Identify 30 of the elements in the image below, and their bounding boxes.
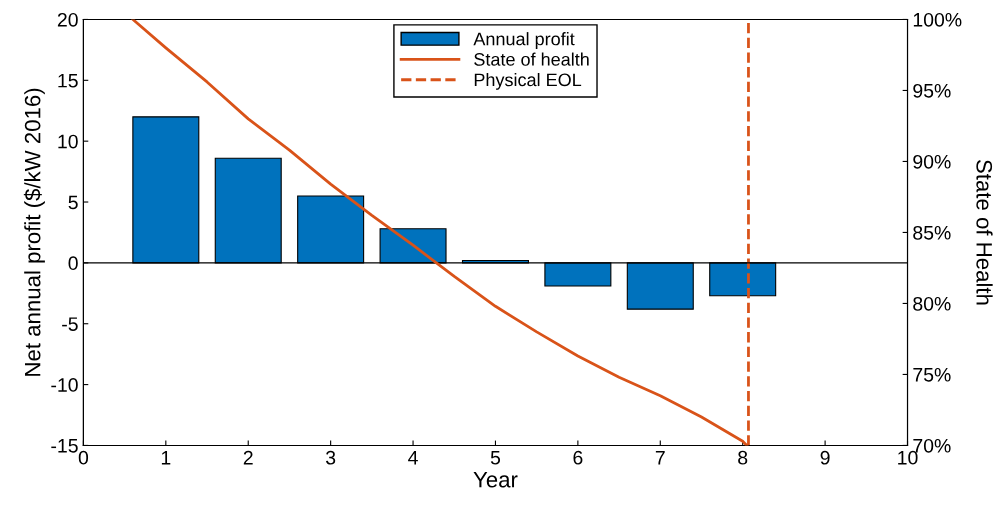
x-tick-label: 7: [655, 451, 665, 465]
y-tick-label: 0: [68, 256, 78, 271]
y-tick-label: 15: [58, 73, 78, 88]
x-tick-label: 2: [243, 450, 253, 465]
x-tick-label: 6: [573, 450, 583, 465]
y2-tick-label: 85%: [913, 225, 951, 240]
y-tick-label: -15: [51, 439, 78, 453]
y-tick-label: 20: [57, 12, 78, 27]
x-tick-label: 9: [820, 450, 830, 465]
x-tick-label: 4: [408, 451, 418, 465]
y-tick-label: 5: [68, 195, 78, 210]
x-axis-title: Year: [473, 472, 518, 488]
y-tick-label: 10: [58, 134, 78, 149]
y-axis-title: Net annual profit ($/kW 2016): [23, 88, 45, 376]
legend-label: Physical EOL: [474, 72, 582, 90]
y2-axis-title: State of Health: [976, 159, 993, 305]
legend-label: Annual profit: [473, 32, 575, 49]
x-tick-label: 0: [78, 450, 89, 465]
x-tick-label: 1: [161, 451, 171, 465]
legend-label: State of health: [474, 52, 589, 66]
x-tick-label: 5: [490, 451, 501, 465]
x-tick-label: 8: [738, 450, 748, 465]
y2-tick-label: 95%: [913, 83, 951, 98]
y-tick-label: -10: [51, 378, 78, 392]
y2-tick-label: 100%: [913, 12, 962, 27]
y-tick-label: -5: [62, 317, 78, 331]
y2-tick-label: 80%: [913, 296, 951, 311]
y2-tick-label: 75%: [913, 368, 951, 382]
x-tick-label: 3: [325, 450, 336, 465]
y2-tick-label: 90%: [913, 154, 951, 169]
